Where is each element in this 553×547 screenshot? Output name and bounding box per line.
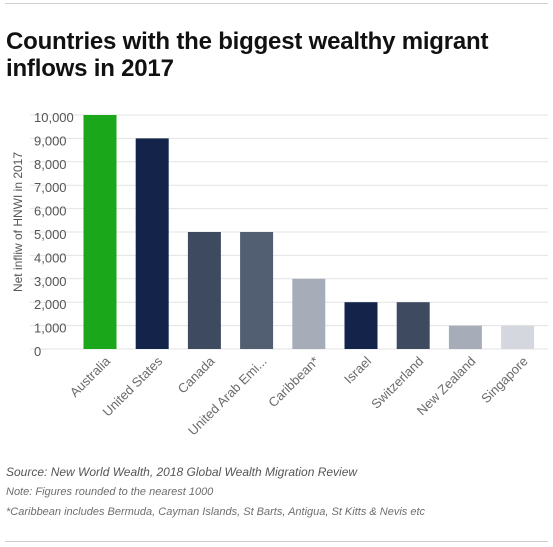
bar xyxy=(135,138,169,349)
top-rule xyxy=(5,3,548,4)
y-tick-label: 9,000 xyxy=(34,133,67,148)
bar xyxy=(396,302,430,349)
x-tick-label: Singapore xyxy=(478,354,531,407)
chart-notes: Source: New World Wealth, 2018 Global We… xyxy=(6,462,546,522)
bar xyxy=(501,325,535,349)
x-tick-label: Canada xyxy=(175,353,218,396)
y-tick-label: 5,000 xyxy=(34,227,67,242)
y-tick-labels: 0 1,000 2,000 3,000 4,000 5,000 6,000 7,000 8,00… xyxy=(34,110,74,359)
source-note: Source: New World Wealth, 2018 Global We… xyxy=(6,465,358,479)
y-tick-label: 7,000 xyxy=(34,180,67,195)
bar xyxy=(292,278,326,349)
x-tick-label: Israel xyxy=(341,353,374,386)
x-tick-label: Australia xyxy=(67,353,114,400)
y-tick-label: 8,000 xyxy=(34,157,67,172)
y-tick-label: 4,000 xyxy=(34,250,67,265)
y-tick-label: 10,000 xyxy=(34,110,74,125)
bars xyxy=(83,115,535,349)
caribbean-note: *Caribbean includes Bermuda, Cayman Isla… xyxy=(6,506,426,518)
bar xyxy=(83,115,117,349)
bar xyxy=(240,232,274,349)
y-tick-label: 2,000 xyxy=(34,297,67,312)
chart-title: Countries with the biggest wealthy migra… xyxy=(6,28,489,82)
bar xyxy=(344,302,378,349)
bar xyxy=(448,325,482,349)
bottom-rule xyxy=(5,541,548,542)
x-tick-label: Caribbean* xyxy=(265,354,322,411)
rounding-note: Note: Figures rounded to the nearest 100… xyxy=(6,486,214,498)
y-tick-label: 3,000 xyxy=(34,274,67,289)
y-tick-label: 1,000 xyxy=(34,321,67,336)
y-axis-label: Net infliw of HNWI in 2017 xyxy=(11,152,25,292)
y-tick-label: 0 xyxy=(34,344,41,359)
bar xyxy=(187,232,221,349)
bar-chart: 0 1,000 2,000 3,000 4,000 5,000 6,000 7,000 8,00… xyxy=(11,110,548,438)
y-tick-label: 6,000 xyxy=(34,204,67,219)
